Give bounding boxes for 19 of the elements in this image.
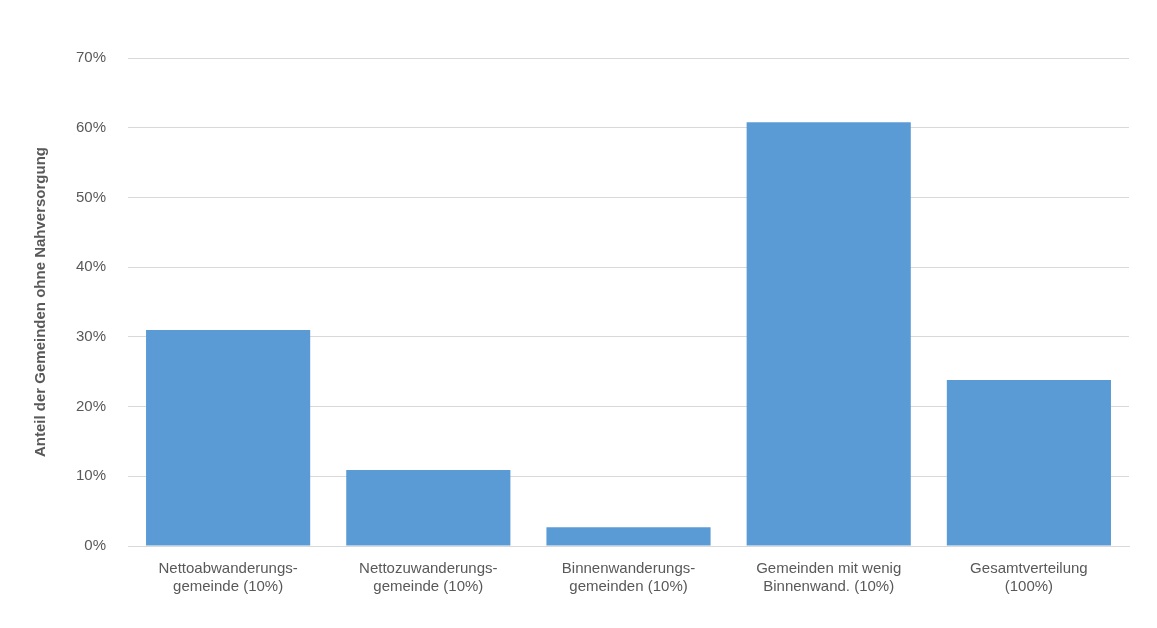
bar xyxy=(946,380,1111,546)
bar xyxy=(546,527,711,546)
y-tick-label: 10% xyxy=(75,466,107,484)
y-tick-label: 30% xyxy=(75,327,107,344)
bar xyxy=(146,329,311,546)
x-tick-label: Nettoabwanderungs- gemeinde (10%) xyxy=(158,559,298,595)
y-tick-label: 60% xyxy=(75,117,107,135)
x-tick-label: Nettozuwanderungs- gemeinde (10%) xyxy=(359,559,498,595)
y-tick-label: 70% xyxy=(75,48,107,66)
bar xyxy=(346,470,511,546)
y-tick-label: 0% xyxy=(84,536,107,554)
y-tick-label: 20% xyxy=(75,396,107,414)
y-tick-label: 40% xyxy=(75,257,107,275)
bar xyxy=(746,122,911,546)
y-axis-title: Anteil der Gemeinden ohne Nahversorgung xyxy=(31,146,49,458)
y-tick-label: 50% xyxy=(75,187,107,205)
x-tick-label: Binnenwanderungs- gemeinden (10%) xyxy=(561,559,696,595)
x-tick-label: Gemeinden mit wenig Binnenwand. (10%) xyxy=(756,559,902,595)
x-tick-label: Gesamtverteilung (100%) xyxy=(970,559,1088,595)
